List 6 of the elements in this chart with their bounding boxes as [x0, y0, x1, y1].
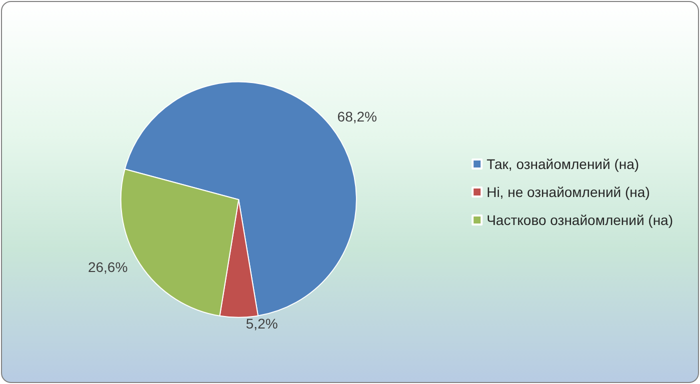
data-label: 5,2% [246, 315, 278, 332]
legend-label: Частково ознайомлений (на) [486, 212, 674, 228]
legend-label: Ні, не ознайомлений (на) [486, 184, 650, 200]
data-label: 26,6% [88, 258, 128, 275]
data-label: 68,2% [337, 108, 377, 124]
legend-label: Так, ознайомлений (на) [486, 156, 640, 172]
